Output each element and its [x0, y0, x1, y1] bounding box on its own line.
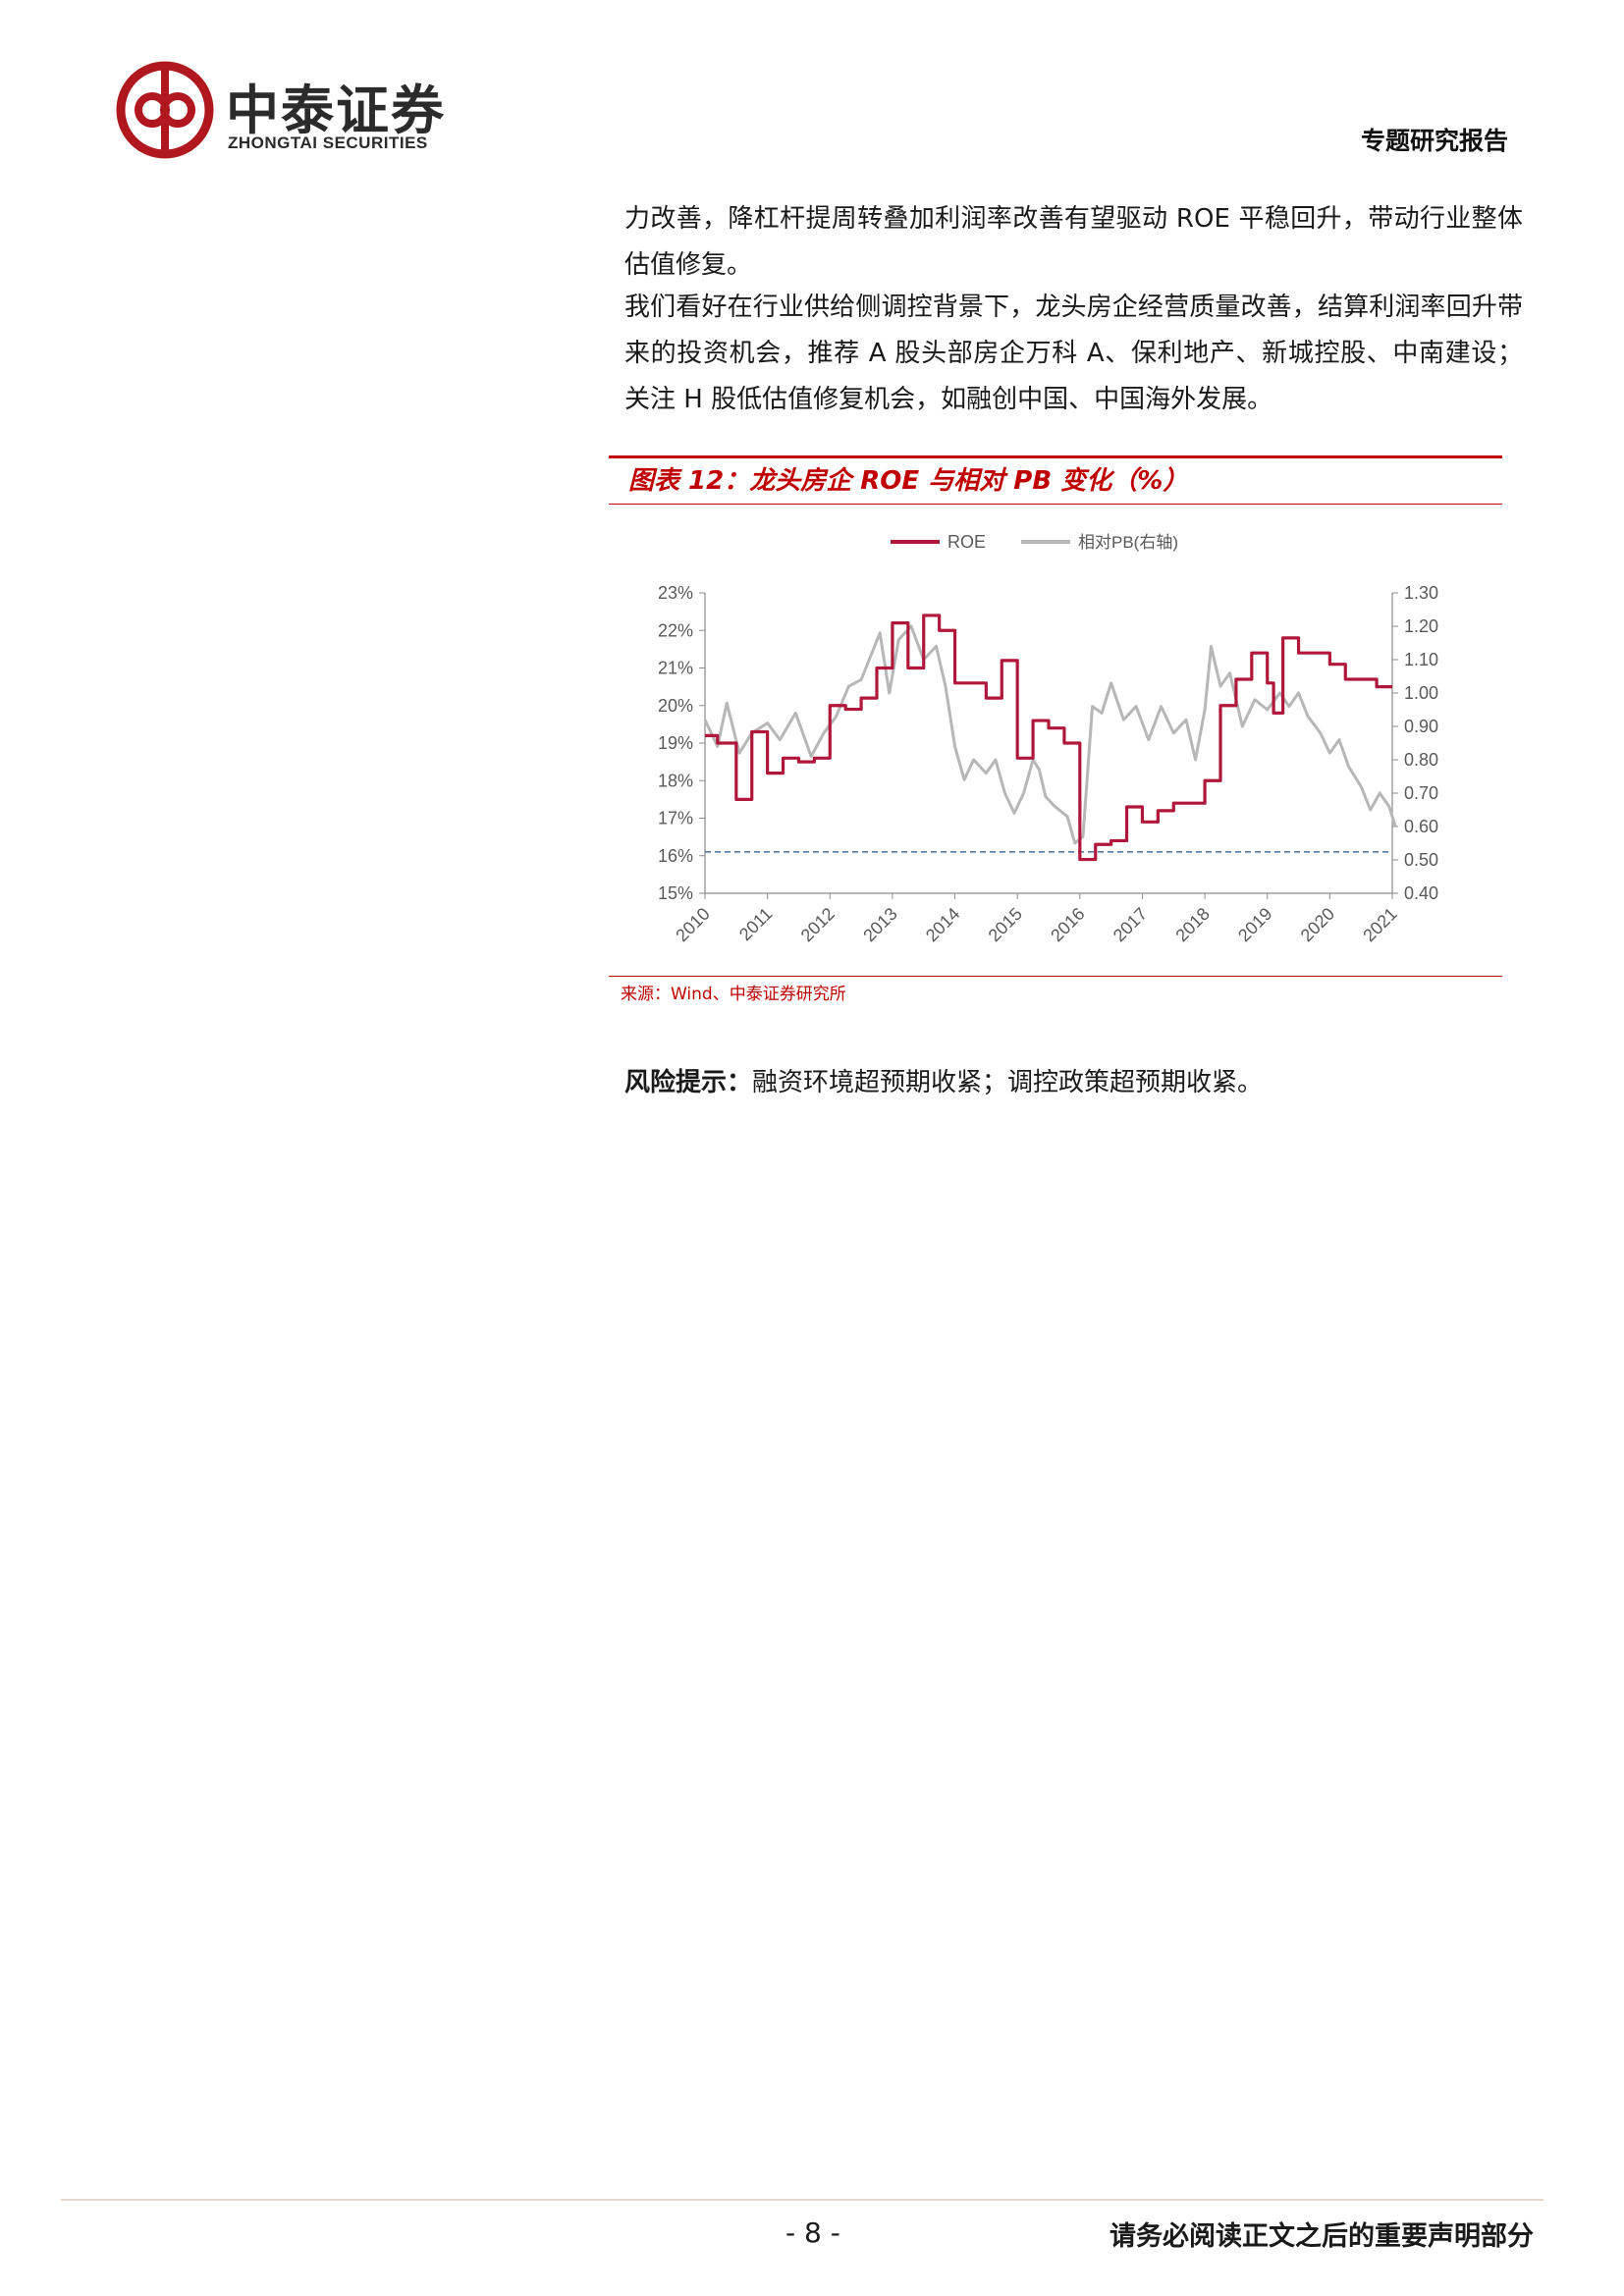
paragraph-2-text: 我们看好在行业供给侧调控背景下，龙头房企经营质量改善，结算利润率回升带来的投资机…: [624, 293, 1523, 414]
right-axis-tick-label: 0.40: [1404, 883, 1438, 903]
x-axis-tick-label: 2018: [1171, 904, 1213, 945]
left-axis-tick-label: 23%: [658, 583, 693, 603]
right-axis-tick-label: 0.80: [1404, 750, 1438, 770]
x-axis-tick-label: 2021: [1359, 904, 1400, 945]
left-axis-tick-label: 15%: [658, 883, 693, 903]
paragraph-1-text: 力改善，降杠杆提周转叠加利润率改善有望驱动 ROE 平稳回升，带动行业整体估值修…: [624, 204, 1523, 280]
left-axis-tick-label: 20%: [658, 696, 693, 716]
zhongtai-logo-icon: [116, 61, 214, 159]
right-axis-tick-label: 0.90: [1404, 717, 1438, 736]
left-axis-tick-label: 18%: [658, 771, 693, 790]
x-axis-tick-label: 2016: [1047, 904, 1088, 945]
legend-pb-label: 相对PB(右轴): [1078, 533, 1178, 552]
company-logo: 中泰证券 ZHONGTAI SECURITIES: [116, 61, 489, 169]
left-axis-tick-label: 16%: [658, 846, 693, 866]
x-axis-tick-label: 2015: [985, 904, 1026, 945]
x-axis-tick-label: 2014: [922, 904, 963, 945]
report-type-label: 专题研究报告: [1360, 127, 1508, 155]
legend-roe-label: ROE: [947, 532, 986, 552]
x-axis-tick-label: 2019: [1234, 904, 1275, 945]
x-axis-tick-label: 2017: [1110, 904, 1151, 945]
figure-source: 来源：Wind、中泰证券研究所: [621, 985, 846, 1004]
left-axis-tick-label: 19%: [658, 733, 693, 753]
roe-series-line: [705, 614, 1392, 862]
right-axis-tick-label: 1.30: [1404, 583, 1438, 603]
figure-title: 图表 12：龙头房企 ROE 与相对 PB 变化（%）: [628, 466, 1189, 496]
right-axis-tick-label: 0.70: [1404, 783, 1438, 803]
risk-warning-text: 融资环境超预期收紧；调控政策超预期收紧。: [752, 1068, 1264, 1097]
relative-pb-series-line: [703, 624, 1397, 845]
right-axis-tick-label: 0.60: [1404, 817, 1438, 836]
risk-warning-label: 风险提示：: [624, 1068, 753, 1097]
figure-12: 图表 12：龙头房企 ROE 与相对 PB 变化（%） 15% 16% 17% 18%…: [609, 455, 1502, 1012]
right-axis-tick-label: 1.10: [1404, 650, 1438, 669]
x-axis-tick-label: 2020: [1297, 904, 1338, 945]
left-axis-tick-label: 21%: [658, 659, 693, 678]
right-axis-tick-label: 1.20: [1404, 616, 1438, 636]
figure-title-bar: 图表 12：龙头房企 ROE 与相对 PB 变化（%）: [609, 455, 1502, 505]
roe-pb-chart: 15% 16% 17% 18% 19% 20% 21% 22% 23% 0.40 0.50 0.60 0…: [658, 532, 1438, 945]
x-axis-tick-label: 2011: [735, 904, 777, 945]
footer-disclaimer: 请务必阅读正文之后的重要声明部分: [1110, 2221, 1534, 2252]
left-axis-tick-label: 17%: [658, 809, 693, 828]
logo-chinese-name: 中泰证券: [226, 80, 446, 141]
page-number: - 8 -: [785, 2216, 840, 2249]
right-axis-tick-label: 1.00: [1404, 683, 1438, 703]
left-axis-tick-label: 22%: [658, 620, 693, 640]
x-axis-tick-label: 2010: [672, 904, 713, 945]
logo-english-name: ZHONGTAI SECURITIES: [228, 133, 428, 152]
risk-warning: 风险提示：融资环境超预期收紧；调控政策超预期收紧。: [624, 1062, 1263, 1098]
x-axis-tick-label: 2012: [797, 904, 839, 945]
paragraph-1: 力改善，降杠杆提周转叠加利润率改善有望驱动 ROE 平稳回升，带动行业整体估值修…: [624, 196, 1523, 289]
figure-source-bar: 来源：Wind、中泰证券研究所: [609, 976, 1502, 1012]
paragraph-2: 我们看好在行业供给侧调控背景下，龙头房企经营质量改善，结算利润率回升带来的投资机…: [624, 285, 1523, 423]
footer-divider: [61, 2199, 1543, 2201]
right-axis-tick-label: 0.50: [1404, 850, 1438, 870]
x-axis-tick-label: 2013: [859, 904, 900, 945]
